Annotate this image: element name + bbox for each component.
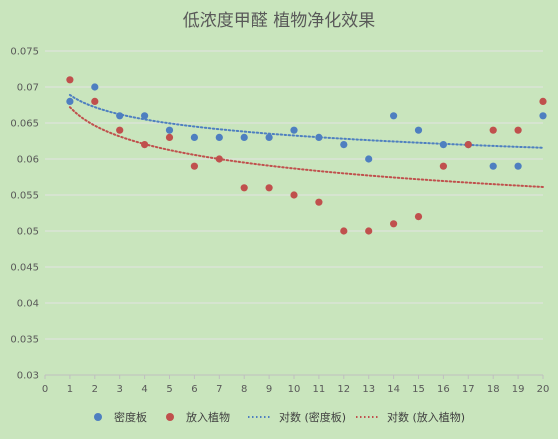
x-tick-label: 12	[337, 384, 350, 395]
y-tick-label: 0.045	[10, 263, 39, 274]
x-tick-label: 10	[288, 384, 301, 395]
legend-label-series-0: 密度板	[114, 410, 147, 424]
x-tick-label: 18	[487, 384, 500, 395]
x-tick-labels: 0 1 2 3 4 5 6 7 8 9 10 11 12 13 14 15 16 17 18 19 20	[42, 384, 550, 395]
point-series-0	[340, 141, 348, 149]
point-series-0	[215, 133, 223, 141]
point-series-1	[265, 184, 273, 192]
y-tick-label: 0.055	[10, 191, 39, 202]
x-tick-label: 11	[313, 384, 326, 395]
y-tick-label: 0.07	[17, 83, 39, 94]
point-series-1	[66, 76, 74, 84]
x-tick-label: 2	[92, 384, 98, 395]
chart-title: 低浓度甲醛 植物净化效果	[183, 11, 375, 31]
point-series-1	[215, 155, 223, 163]
point-series-1	[165, 133, 174, 141]
y-tick-label: 0.03	[17, 371, 39, 382]
point-series-0	[514, 162, 522, 170]
point-series-0	[165, 126, 174, 134]
point-series-1	[514, 126, 522, 134]
point-series-0	[116, 112, 124, 120]
legend-marker-series-0	[94, 413, 102, 421]
legend: 密度板 放入植物 对数 (密度板) 对数 (放入植物)	[94, 410, 465, 424]
point-series-1	[290, 191, 298, 199]
y-tick-label: 0.04	[17, 299, 39, 310]
x-tick-label: 3	[117, 384, 123, 395]
point-series-1	[141, 141, 149, 149]
y-tick-labels: 0.03 0.035 0.04 0.045 0.05 0.055 0.06 0.065 0.07…	[10, 47, 39, 382]
point-series-1	[116, 126, 124, 134]
point-series-1	[190, 162, 198, 170]
point-series-1	[489, 126, 497, 134]
legend-marker-series-1	[166, 413, 174, 421]
point-series-1	[464, 141, 472, 149]
y-tick-label: 0.075	[10, 47, 39, 58]
trendline-1	[68, 106, 544, 188]
point-series-0	[265, 133, 273, 141]
point-series-0	[390, 112, 398, 120]
point-series-1	[315, 198, 323, 206]
point-series-1	[390, 220, 398, 228]
point-series-1	[539, 97, 547, 105]
point-series-1	[240, 184, 248, 192]
y-tick-label: 0.065	[10, 119, 39, 130]
point-series-0	[141, 112, 149, 120]
point-series-1	[91, 97, 99, 105]
axes	[44, 374, 544, 379]
point-series-0	[315, 133, 323, 141]
x-tick-label: 19	[512, 384, 525, 395]
x-tick-label: 14	[387, 384, 400, 395]
point-series-0	[240, 133, 248, 141]
x-tick-label: 4	[141, 384, 147, 395]
x-tick-label: 15	[412, 384, 425, 395]
point-series-0	[91, 83, 99, 91]
legend-label-series-1: 放入植物	[186, 410, 230, 424]
point-series-0	[290, 126, 298, 134]
x-tick-label: 16	[437, 384, 450, 395]
point-series-1	[414, 213, 423, 221]
x-tick-label: 6	[191, 384, 197, 395]
point-series-0	[539, 112, 547, 120]
x-tick-label: 8	[241, 384, 247, 395]
point-series-1	[365, 227, 373, 235]
trendline-0	[68, 93, 544, 149]
x-tick-label: 5	[166, 384, 172, 395]
x-tick-label: 17	[462, 384, 475, 395]
x-tick-label: 0	[42, 384, 48, 395]
y-tick-label: 0.05	[17, 227, 39, 238]
point-series-0	[66, 97, 74, 105]
data-points	[66, 76, 547, 235]
legend-label-trend-0: 对数 (密度板)	[279, 410, 346, 424]
x-tick-label: 13	[362, 384, 375, 395]
point-series-0	[414, 126, 423, 134]
x-tick-label: 20	[537, 384, 550, 395]
point-series-1	[340, 227, 348, 235]
x-tick-label: 1	[67, 384, 73, 395]
x-tick-label: 9	[266, 384, 272, 395]
point-series-0	[489, 162, 497, 170]
x-tick-label: 7	[216, 384, 222, 395]
y-tick-label: 0.06	[17, 155, 39, 166]
trendlines	[68, 93, 544, 188]
point-series-1	[439, 162, 447, 170]
point-series-0	[439, 141, 447, 149]
point-series-0	[365, 155, 373, 163]
y-tick-label: 0.035	[10, 335, 39, 346]
legend-label-trend-1: 对数 (放入植物)	[387, 410, 465, 424]
point-series-0	[190, 133, 198, 141]
